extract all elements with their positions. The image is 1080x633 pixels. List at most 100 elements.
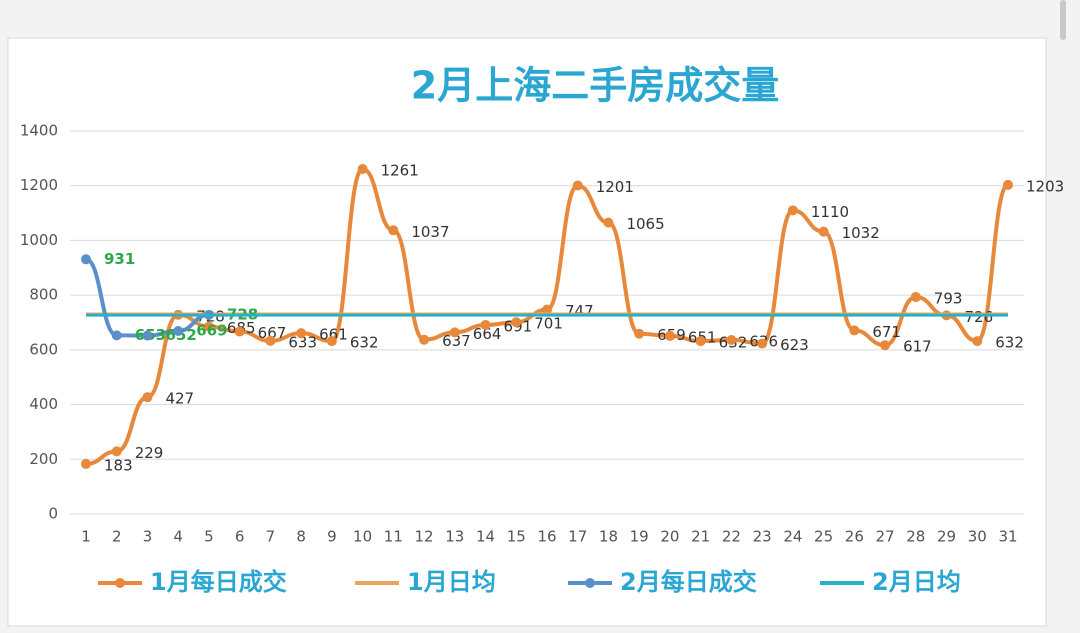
point — [664, 330, 675, 341]
x-tick-label: 8 — [296, 528, 306, 546]
x-tick-label: 30 — [968, 528, 987, 546]
chart-title: 2月上海二手房成交量 — [411, 64, 779, 108]
data-label: 793 — [934, 290, 963, 308]
x-tick-label: 28 — [906, 528, 925, 546]
data-label: 747 — [565, 302, 594, 320]
x-tick-label: 10 — [353, 528, 372, 546]
data-label: 183 — [104, 456, 133, 474]
x-tick-label: 4 — [173, 528, 183, 546]
point — [603, 217, 614, 228]
data-label: 726 — [965, 308, 994, 326]
y-tick-label: 0 — [48, 505, 58, 523]
x-tick-label: 29 — [937, 528, 956, 546]
legend-label: 2月每日成交 — [620, 568, 757, 596]
data-label: 427 — [165, 390, 194, 408]
y-tick-label: 1000 — [20, 231, 58, 249]
x-tick-label: 24 — [783, 528, 802, 546]
data-label: 669 — [196, 321, 227, 339]
data-label: 623 — [780, 336, 809, 354]
data-label: 661 — [319, 326, 348, 344]
data-label: 1203 — [1026, 177, 1064, 195]
point — [111, 446, 122, 457]
point — [634, 328, 645, 339]
point — [910, 292, 921, 303]
point — [142, 392, 153, 403]
point — [81, 458, 91, 469]
x-tick-label: 31 — [998, 528, 1017, 546]
data-label: 632 — [995, 334, 1024, 352]
point — [81, 254, 91, 265]
point — [357, 164, 368, 175]
point — [726, 335, 737, 346]
data-label: 671 — [872, 323, 901, 341]
x-tick-label: 12 — [415, 528, 434, 546]
x-tick-label: 14 — [476, 528, 495, 546]
x-tick-label: 19 — [630, 528, 649, 546]
y-tick-label: 1400 — [20, 122, 58, 140]
x-tick-label: 26 — [845, 528, 864, 546]
point — [572, 180, 583, 191]
data-label: 632 — [350, 334, 379, 352]
data-label: 1261 — [381, 162, 419, 180]
data-label: 1037 — [411, 223, 449, 241]
point — [511, 317, 522, 328]
x-tick-label: 1 — [81, 528, 91, 546]
data-label: 617 — [903, 338, 932, 356]
point — [972, 336, 983, 347]
x-tick-label: 3 — [143, 528, 153, 546]
point — [265, 335, 276, 346]
point — [880, 340, 891, 351]
x-tick-label: 16 — [537, 528, 556, 546]
point — [757, 338, 768, 349]
x-tick-label: 27 — [876, 528, 895, 546]
x-tick-label: 18 — [599, 528, 618, 546]
point — [326, 336, 337, 347]
x-tick-label: 21 — [691, 528, 710, 546]
legend-label: 1月每日成交 — [150, 568, 287, 596]
y-tick-label: 1200 — [20, 176, 58, 194]
x-tick-label: 25 — [814, 528, 833, 546]
point — [234, 326, 245, 337]
data-label: 1032 — [842, 224, 880, 242]
x-tick-label: 20 — [660, 528, 679, 546]
legend-label: 1月日均 — [407, 568, 496, 596]
data-label: 667 — [258, 324, 287, 342]
x-tick-label: 11 — [384, 528, 403, 546]
x-tick-label: 2 — [112, 528, 122, 546]
y-tick-label: 200 — [29, 450, 58, 468]
legend-marker — [585, 578, 595, 588]
x-tick-label: 6 — [235, 528, 245, 546]
legend-marker — [115, 578, 125, 588]
point — [419, 334, 430, 345]
point — [849, 325, 860, 336]
point — [449, 327, 460, 338]
legend-label: 2月日均 — [872, 568, 961, 596]
x-tick-label: 13 — [445, 528, 464, 546]
point — [695, 336, 706, 347]
data-label: 637 — [442, 332, 471, 350]
x-tick-label: 22 — [722, 528, 741, 546]
y-tick-label: 800 — [29, 286, 58, 304]
x-tick-label: 23 — [753, 528, 772, 546]
data-label: 1110 — [811, 203, 849, 221]
data-label: 633 — [288, 333, 317, 351]
y-tick-label: 600 — [29, 340, 58, 358]
point — [111, 330, 122, 341]
point — [818, 226, 829, 237]
point — [480, 319, 491, 330]
x-tick-label: 15 — [507, 528, 526, 546]
point — [787, 205, 798, 216]
data-label: 701 — [534, 315, 563, 333]
x-tick-label: 5 — [204, 528, 214, 546]
point — [542, 304, 552, 315]
scrollbar — [1060, 0, 1066, 40]
point — [1003, 179, 1013, 190]
data-label: 1065 — [626, 215, 664, 233]
point — [296, 328, 307, 339]
point — [173, 325, 184, 336]
y-tick-label: 400 — [29, 395, 58, 413]
point — [203, 321, 214, 332]
point — [388, 225, 399, 236]
x-tick-label: 7 — [266, 528, 276, 546]
